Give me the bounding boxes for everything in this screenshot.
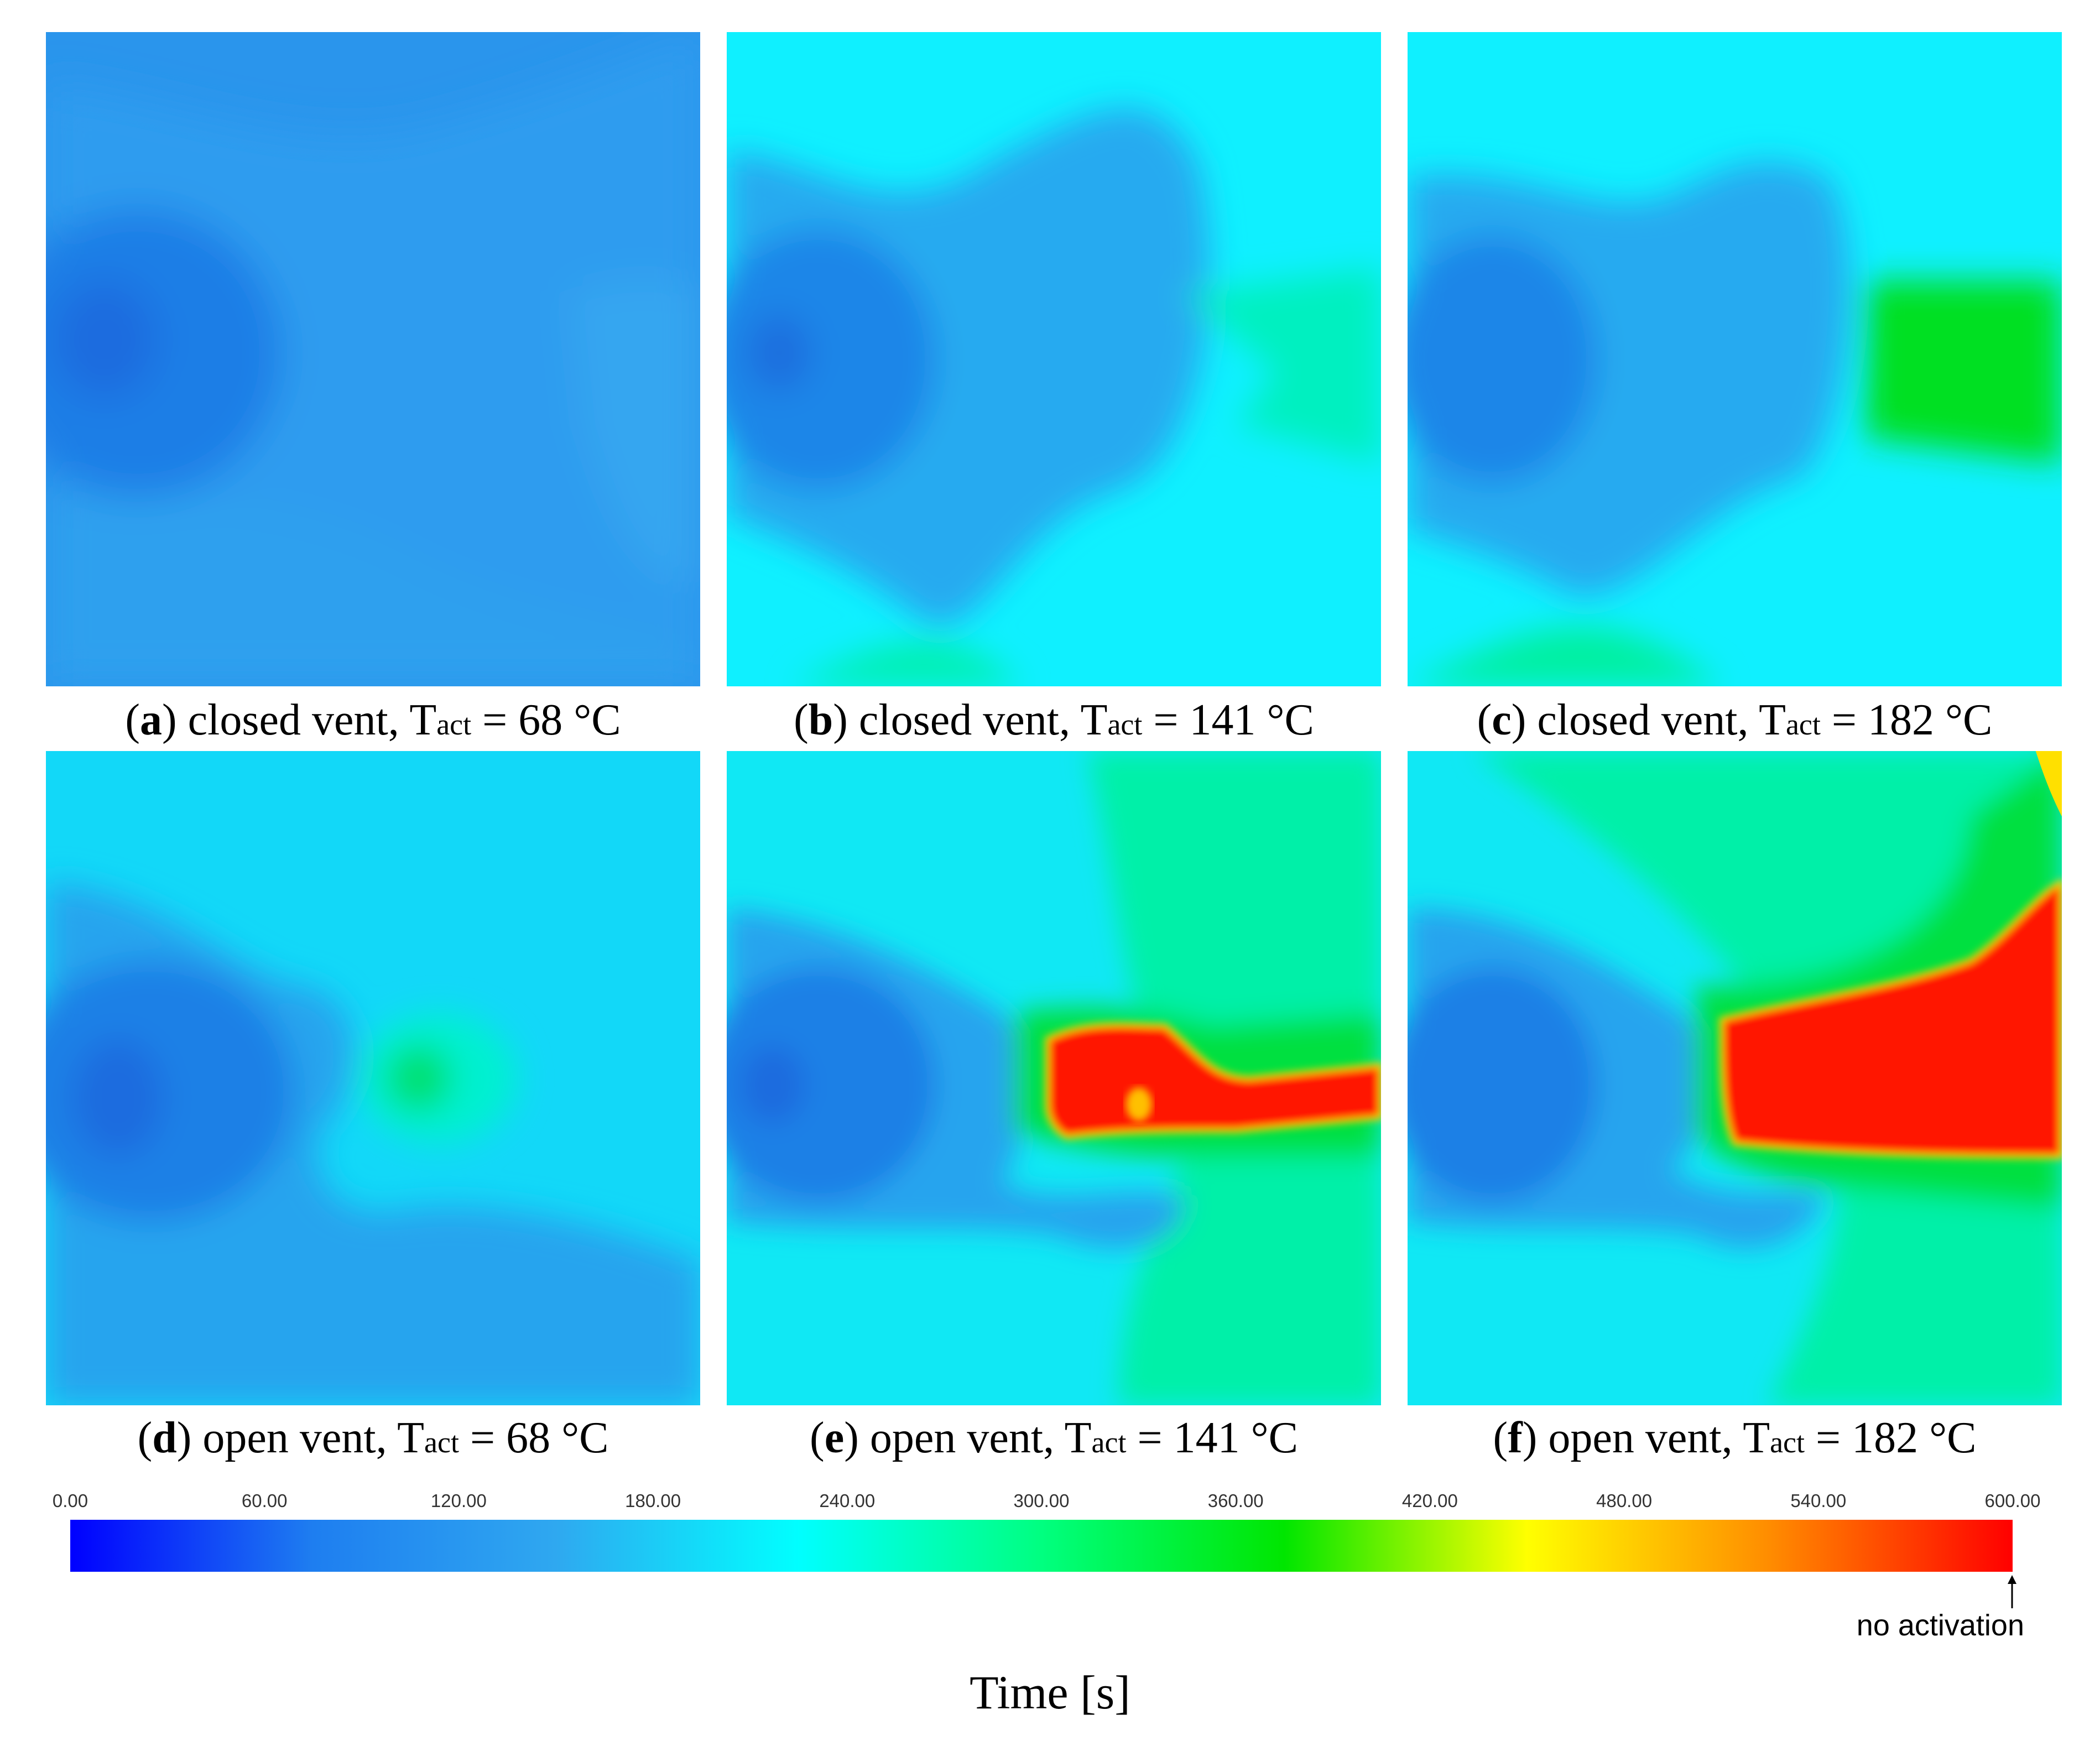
colorbar-tick-label: 480.00 [1596,1490,1653,1511]
heatmap-panel-e [727,751,1381,1405]
region-f-3 [1408,967,1598,1203]
caption-a: (a) closed vent, Tact = 68 °C [125,696,621,744]
heatmap-a [46,32,700,686]
region-a-3 [52,280,158,399]
region-f-5 [1719,879,2062,1159]
heatmap-c [1408,32,2062,686]
heatmap-panel-b [727,32,1381,686]
colorbar-fill [70,1520,2013,1572]
region-f-1 [1473,751,2062,1405]
region-a-5 [46,498,700,686]
colorbar-tick-label: 540.00 [1790,1490,1847,1511]
colorbar-tick-label: 420.00 [1401,1490,1458,1511]
heatmap-panel-a [46,32,700,686]
region-b-3 [746,313,812,392]
caption-f: (f) open vent, Tact = 182 °C [1493,1414,1977,1462]
heatmap-b [727,32,1381,686]
arrow-up-icon [2008,1575,2016,1608]
caption-d: (d) open vent, Tact = 68 °C [137,1414,609,1462]
heatmap-panel-f [1408,751,2062,1405]
colorbar-tick-label: 0.00 [52,1490,88,1511]
region-b-4 [1185,267,1381,464]
colorbar-tick-label: 180.00 [625,1490,681,1511]
caption-c: (c) closed vent, Tact = 182 °C [1477,696,1993,744]
region-c-2 [1408,234,1598,484]
region-e-4 [739,1045,805,1124]
heatmap-panel-d [46,751,700,1405]
colorbar [70,1520,2013,1572]
region-c-4 [1408,627,1722,686]
caption-b: (b) closed vent, Tact = 141 °C [794,696,1314,744]
region-d-5 [386,1045,452,1111]
no-activation-label: no activation [1856,1609,2024,1642]
region-e-7 [1125,1087,1152,1122]
colorbar-tick-label: 600.00 [1984,1490,2041,1511]
heatmap-f [1408,751,2062,1405]
heatmap-e [727,751,1381,1405]
region-d-2 [46,960,295,1222]
caption-e: (e) open vent, Tact = 141 °C [810,1414,1298,1462]
region-a-4 [569,278,700,583]
region-e-3 [727,967,936,1203]
colorbar-tick-label: 300.00 [1013,1490,1070,1511]
colorbar-gradient [70,1520,2013,1572]
region-b-2 [727,228,936,491]
heatmap-panel-c [1408,32,2062,686]
axis-label: Time [s] [970,1666,1130,1719]
region-f-6 [2035,751,2062,817]
region-c-3 [1865,280,2062,464]
colorbar-tick-label: 60.00 [241,1490,288,1511]
colorbar-tick-label: 120.00 [430,1490,487,1511]
heatmap-d [46,751,700,1405]
colorbar-tick-label: 360.00 [1207,1490,1264,1511]
region-d-3 [72,1039,164,1157]
region-b-5 [792,642,1022,686]
colorbar-tick-label: 240.00 [819,1490,876,1511]
